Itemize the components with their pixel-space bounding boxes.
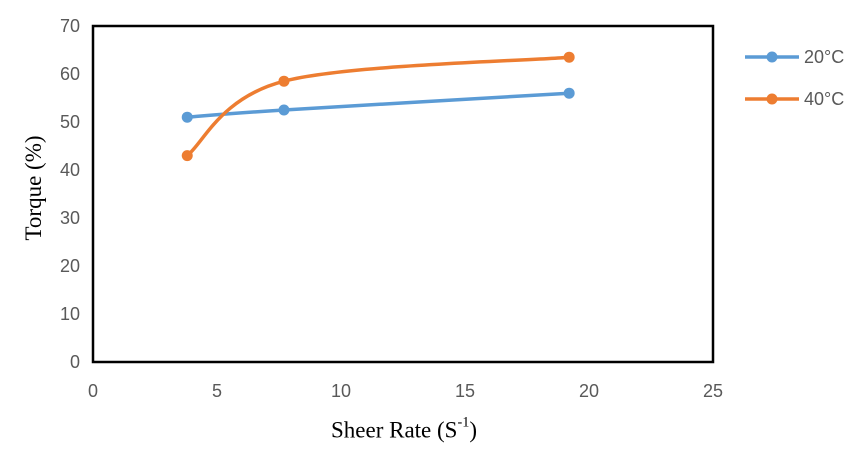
data-point bbox=[278, 104, 290, 116]
y-axis-tick-labels: 0 10 20 30 40 50 60 70 bbox=[60, 16, 80, 372]
series-line bbox=[185, 55, 571, 158]
series-line bbox=[185, 91, 571, 119]
x-tick-label: 0 bbox=[88, 381, 98, 401]
y-tick-label: 30 bbox=[60, 208, 80, 228]
data-point bbox=[278, 75, 290, 87]
y-tick-label: 20 bbox=[60, 256, 80, 276]
y-tick-label: 60 bbox=[60, 64, 80, 84]
legend-line-dot-icon bbox=[745, 93, 799, 105]
data-point bbox=[563, 87, 575, 99]
y-axis-title: Torque (%) bbox=[21, 135, 47, 240]
y-tick-label: 70 bbox=[60, 16, 80, 36]
legend-line-dot-icon bbox=[745, 51, 799, 63]
x-tick-label: 20 bbox=[579, 381, 599, 401]
plot-frame bbox=[91, 24, 715, 364]
y-tick-label: 10 bbox=[60, 304, 80, 324]
x-tick-label: 10 bbox=[331, 381, 351, 401]
x-axis-tick-labels: 0 5 10 15 20 25 bbox=[88, 381, 723, 401]
series-40°C bbox=[181, 51, 575, 162]
x-tick-label: 5 bbox=[212, 381, 222, 401]
data-series bbox=[181, 51, 575, 162]
data-point bbox=[563, 51, 575, 63]
y-tick-label: 40 bbox=[60, 160, 80, 180]
legend-label: 40°C bbox=[804, 88, 845, 109]
x-axis-title-suffix: ) bbox=[469, 417, 478, 443]
y-axis-title-text: Torque (%) bbox=[21, 135, 46, 241]
data-point bbox=[181, 111, 193, 123]
x-axis-title-superscript: -1 bbox=[457, 414, 470, 431]
data-point bbox=[181, 150, 193, 162]
x-tick-label: 25 bbox=[703, 381, 723, 401]
legend-item-40c: 40°C bbox=[744, 87, 844, 111]
legend-label: 20°C bbox=[804, 46, 845, 67]
legend-item-20c: 20°C bbox=[744, 45, 844, 69]
x-axis-title: Sheer Rate (S-1) bbox=[330, 414, 478, 444]
series-20°C bbox=[181, 87, 575, 123]
y-tick-label: 50 bbox=[60, 112, 80, 132]
x-axis-title-prefix: Sheer Rate (S bbox=[330, 417, 458, 443]
y-tick-label: 0 bbox=[70, 352, 80, 372]
legend: 20°C 40°C bbox=[744, 45, 844, 129]
x-tick-label: 15 bbox=[455, 381, 475, 401]
